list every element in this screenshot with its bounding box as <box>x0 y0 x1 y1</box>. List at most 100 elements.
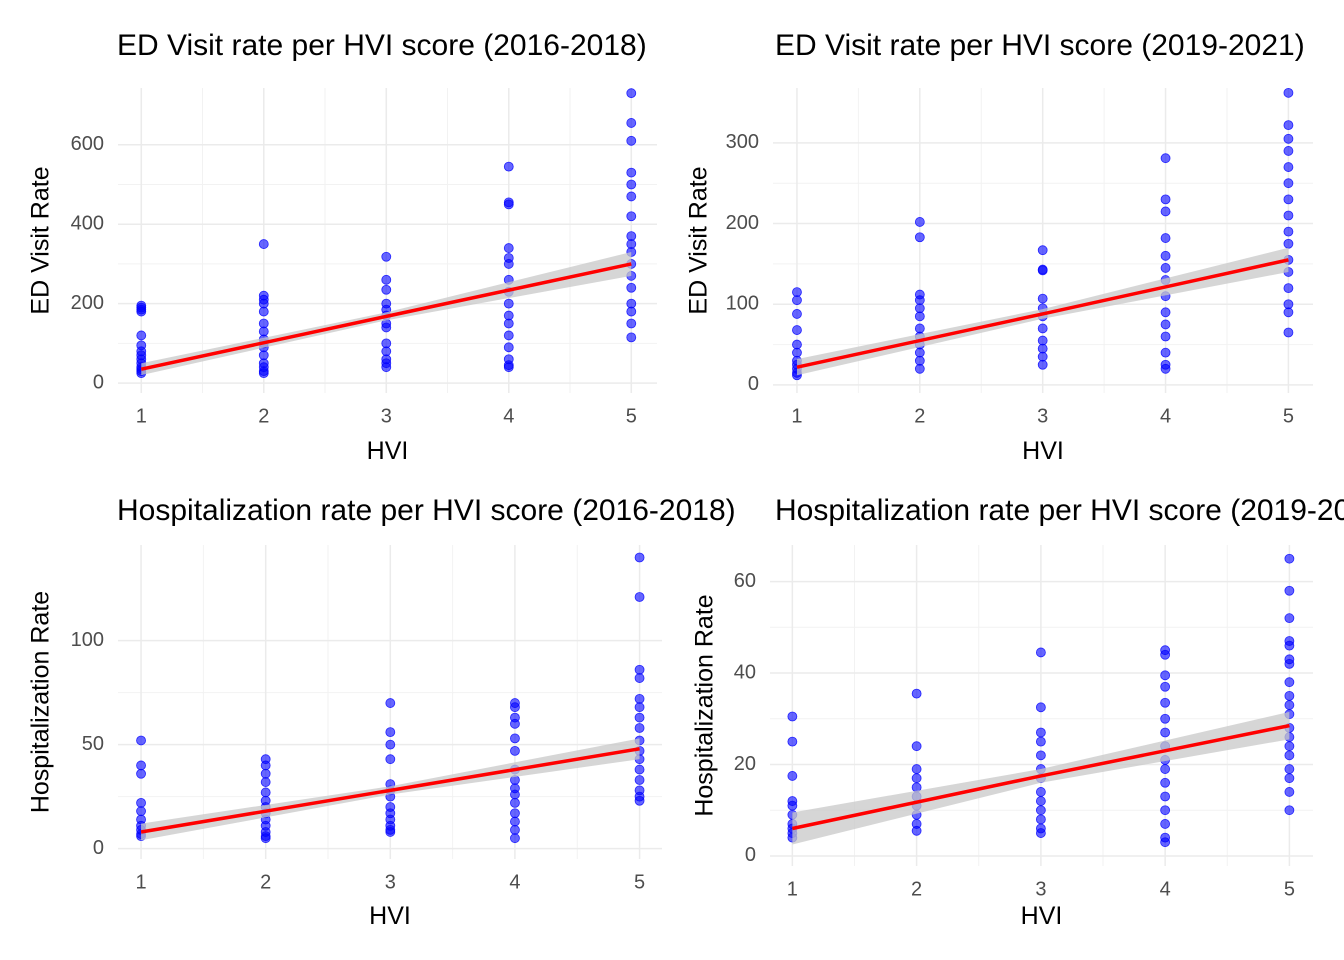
point <box>1035 736 1046 747</box>
point <box>381 274 392 285</box>
y-tick-label: 100 <box>726 293 759 315</box>
x-tick-label: 5 <box>634 871 645 893</box>
point <box>510 808 520 819</box>
point <box>634 764 645 775</box>
point <box>1283 162 1294 172</box>
point <box>634 712 645 723</box>
point <box>1284 585 1295 596</box>
point <box>626 88 637 99</box>
panel: 0 50 100 1 2 3 4 5 Hospitalization rate per HVI … <box>27 494 736 930</box>
y-tick-label: 50 <box>82 733 104 755</box>
point <box>911 825 922 836</box>
point <box>1160 206 1171 217</box>
point <box>381 284 392 295</box>
point <box>510 718 520 729</box>
point <box>626 191 637 202</box>
point <box>1160 263 1171 273</box>
x-tick-label: 5 <box>1284 878 1295 900</box>
y-tick-label: 600 <box>71 133 104 155</box>
point <box>1037 245 1048 256</box>
point <box>136 735 146 746</box>
point <box>1160 649 1171 660</box>
point <box>634 795 645 806</box>
point <box>1284 553 1295 564</box>
point <box>1284 677 1295 688</box>
point <box>1160 363 1171 374</box>
point <box>1035 702 1046 713</box>
point <box>1284 741 1295 752</box>
x-axis-label: HVI <box>1021 902 1063 930</box>
point <box>1160 697 1171 708</box>
point <box>1283 283 1294 294</box>
fit-line <box>792 723 1290 831</box>
x-tick-label: 3 <box>1037 405 1048 427</box>
point <box>914 217 925 227</box>
point <box>787 800 798 811</box>
y-tick-label: 200 <box>71 292 104 314</box>
y-tick-label: 200 <box>726 212 759 234</box>
chart-title: ED Visit rate per HVI score (2016-2018) <box>117 29 647 62</box>
point <box>260 777 271 787</box>
point <box>136 306 147 317</box>
y-tick-label: 0 <box>93 371 104 393</box>
point <box>626 179 637 190</box>
point <box>1283 120 1294 131</box>
point <box>626 211 637 222</box>
point <box>1160 194 1171 205</box>
y-tick-label: 400 <box>71 212 104 234</box>
point <box>626 282 637 293</box>
panel: 0 200 400 600 1 2 3 4 5 ED Visit rate per HVI sco… <box>27 29 657 465</box>
point <box>258 239 269 249</box>
point <box>1037 351 1048 362</box>
x-tick-label: 4 <box>1160 878 1171 900</box>
point <box>510 702 520 713</box>
point <box>1283 327 1294 338</box>
point <box>385 827 396 837</box>
y-tick-label: 60 <box>734 570 756 592</box>
x-tick-label: 1 <box>787 878 798 900</box>
point <box>1035 727 1046 738</box>
point <box>1284 658 1295 669</box>
point <box>787 771 798 781</box>
y-tick-label: 100 <box>71 629 104 651</box>
point <box>634 702 645 713</box>
point <box>1160 764 1171 774</box>
point <box>914 295 925 306</box>
point <box>1037 359 1048 370</box>
confidence-band <box>796 247 1289 376</box>
panel: 0 20 40 60 1 2 3 4 5 Hospitalization rate per HVI… <box>691 494 1344 930</box>
point <box>503 259 514 269</box>
point <box>1160 319 1171 330</box>
point <box>792 295 802 306</box>
x-tick-label: 2 <box>914 405 925 427</box>
point <box>385 739 396 750</box>
x-tick-label: 3 <box>381 405 392 427</box>
point <box>385 727 396 738</box>
point <box>510 789 520 800</box>
x-tick-label: 3 <box>1035 878 1046 900</box>
point <box>911 773 922 784</box>
point <box>634 552 645 563</box>
point <box>1284 805 1295 816</box>
point <box>510 745 520 756</box>
point <box>1284 700 1295 710</box>
point <box>634 693 645 704</box>
point <box>914 311 925 322</box>
x-axis-label: HVI <box>369 902 411 930</box>
point <box>1283 307 1294 318</box>
point <box>792 325 802 335</box>
point <box>510 816 520 827</box>
point <box>634 723 645 733</box>
point <box>503 199 514 210</box>
point <box>1160 791 1171 802</box>
point <box>510 833 520 844</box>
chart-title: ED Visit rate per HVI score (2019-2021) <box>775 29 1305 62</box>
point <box>503 318 514 329</box>
point <box>787 736 798 747</box>
point <box>503 298 514 309</box>
point <box>1037 293 1048 304</box>
point <box>626 167 637 178</box>
x-tick-label: 4 <box>503 405 514 427</box>
